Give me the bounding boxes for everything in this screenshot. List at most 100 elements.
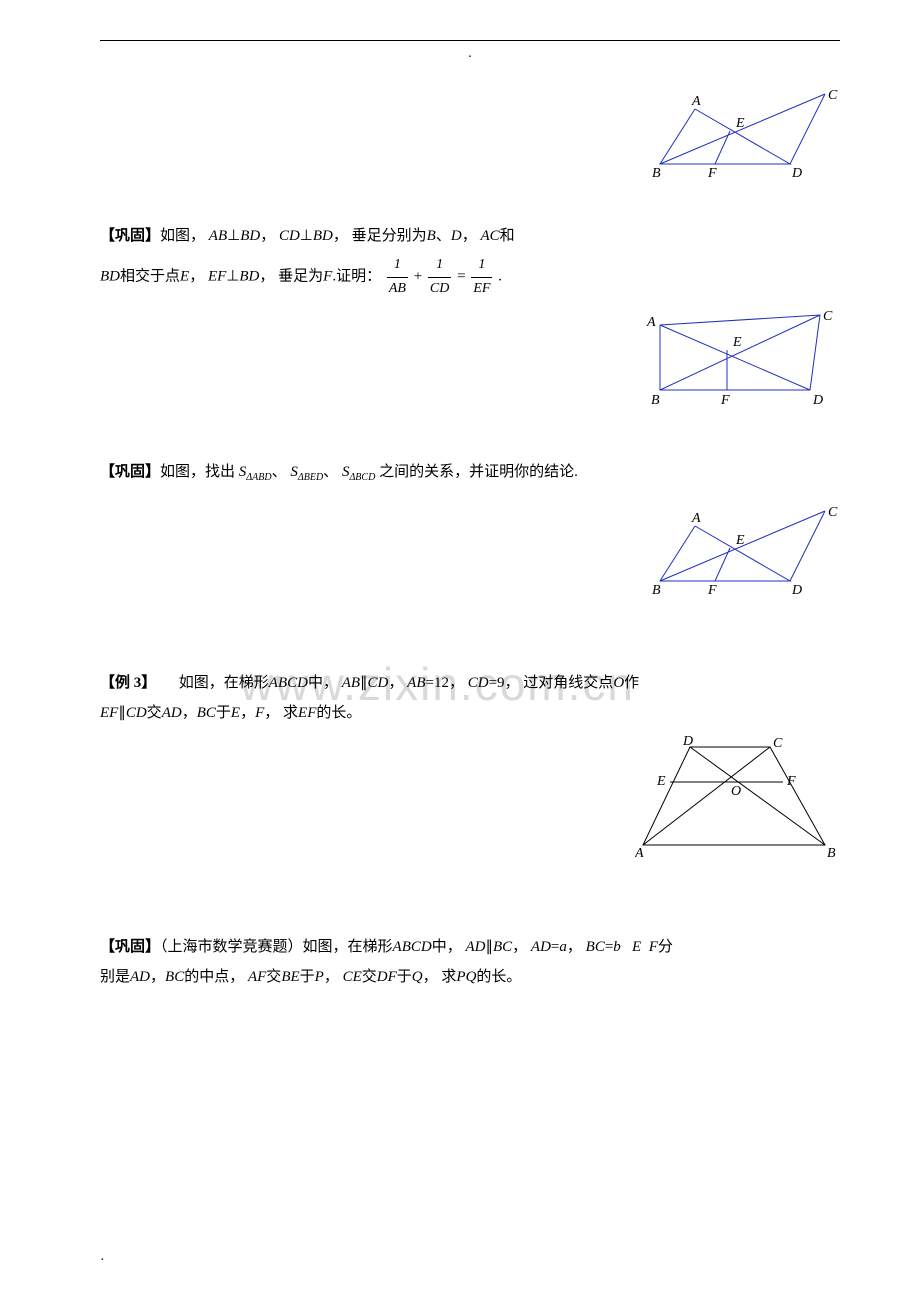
svg-text:A: A bbox=[691, 511, 701, 526]
sub-bcd: ΔBCD bbox=[349, 472, 375, 483]
comma: ， bbox=[388, 675, 403, 691]
perp: ⊥ bbox=[300, 228, 313, 244]
eq: = bbox=[457, 269, 465, 285]
var-q: Q bbox=[412, 969, 423, 985]
frac-3: 1EF bbox=[471, 254, 492, 300]
problem-4-line1: 【巩固】（上海市数学竞赛题）如图，在梯形ABCD中， AD∥BC， AD=a， … bbox=[100, 935, 840, 959]
tag-example-3: 【例 3】 bbox=[100, 675, 149, 691]
var-s: S bbox=[290, 464, 298, 480]
text: 别是 bbox=[100, 969, 130, 985]
var-pq: PQ bbox=[456, 969, 476, 985]
text: 于 bbox=[397, 969, 412, 985]
var-o: O bbox=[613, 675, 624, 691]
comma: ， bbox=[449, 675, 464, 691]
var-bc: BC bbox=[586, 939, 605, 955]
text: 如图，在梯形 bbox=[149, 675, 269, 691]
eq: = bbox=[489, 675, 497, 691]
svg-text:F: F bbox=[720, 393, 730, 408]
svg-text:C: C bbox=[828, 89, 838, 103]
var-p: P bbox=[315, 969, 324, 985]
text: 中， bbox=[308, 675, 338, 691]
svg-text:F: F bbox=[786, 774, 796, 789]
text: 过对角线交点 bbox=[523, 675, 613, 691]
val-12: 12 bbox=[434, 675, 449, 691]
svg-text:E: E bbox=[735, 116, 745, 131]
var-bc: BC bbox=[493, 939, 512, 955]
footer-marker: · bbox=[100, 1250, 105, 1272]
var-ad: AD bbox=[465, 939, 485, 955]
var-be: BE bbox=[281, 969, 299, 985]
figure-3: A B C D E F bbox=[650, 506, 840, 601]
var-ad: AD bbox=[130, 969, 150, 985]
var-e: E bbox=[632, 939, 641, 955]
val-9: 9 bbox=[497, 675, 505, 691]
comma: ， bbox=[512, 939, 527, 955]
figure-3-container: A B C D E F bbox=[100, 506, 840, 601]
svg-text:A: A bbox=[635, 846, 644, 861]
var-bd: BD bbox=[240, 228, 260, 244]
problem-1-line2: BD相交于点E， EF⊥BD， 垂足为F.证明： 1AB + 1CD = 1EF… bbox=[100, 254, 840, 300]
text: 的中点， bbox=[184, 969, 244, 985]
var-cd: CD bbox=[279, 228, 300, 244]
var-af: AF bbox=[248, 969, 266, 985]
var-ad: AD bbox=[162, 705, 182, 721]
var-bd: BD bbox=[239, 269, 259, 285]
text: 求 bbox=[283, 705, 298, 721]
var-cd: CD bbox=[126, 705, 147, 721]
par: ∥ bbox=[360, 675, 368, 691]
var-bd: BD bbox=[100, 269, 120, 285]
comma: ， bbox=[240, 705, 255, 721]
comma: ， bbox=[462, 228, 477, 244]
tag-gonggu-3: 【巩固】 bbox=[100, 939, 160, 955]
var-ef: EF bbox=[298, 705, 316, 721]
var-ab: AB bbox=[407, 675, 425, 691]
var-ef: EF bbox=[208, 269, 226, 285]
svg-text:O: O bbox=[731, 784, 741, 799]
text: 相交于点 bbox=[120, 269, 180, 285]
text: 作 bbox=[624, 675, 639, 691]
text: 的长。 bbox=[316, 705, 361, 721]
period: . bbox=[498, 269, 502, 285]
text: 交 bbox=[266, 969, 281, 985]
dot: 、 bbox=[323, 464, 338, 480]
plus: + bbox=[414, 269, 422, 285]
var-ce: CE bbox=[343, 969, 362, 985]
comma: ， bbox=[423, 969, 438, 985]
var-a: a bbox=[559, 939, 567, 955]
svg-text:D: D bbox=[812, 393, 823, 408]
problem-4-line2: 别是AD，BC的中点， AF交BE于P， CE交DF于Q， 求PQ的长。 bbox=[100, 965, 840, 989]
header-marker: · bbox=[100, 47, 840, 69]
var-d: D bbox=[451, 228, 462, 244]
source: （上海市数学竞赛题） bbox=[160, 939, 303, 955]
figure-1: A B C D E F bbox=[650, 89, 840, 184]
svg-text:B: B bbox=[827, 846, 836, 861]
var-b: B bbox=[427, 228, 436, 244]
text: 如图，在梯形 bbox=[303, 939, 393, 955]
var-f: F bbox=[255, 705, 264, 721]
var-abcd: ABCD bbox=[393, 939, 432, 955]
problem-3: 【例 3】 如图，在梯形ABCD中， AB∥CD， AB=12， CD=9， 过… bbox=[100, 671, 840, 725]
sub-abd: ΔABD bbox=[246, 472, 271, 483]
text: 中， bbox=[432, 939, 462, 955]
var-ab: AB bbox=[209, 228, 227, 244]
text: 垂足分别为 bbox=[352, 228, 427, 244]
comma: ， bbox=[324, 969, 339, 985]
var-e: E bbox=[231, 705, 240, 721]
svg-text:E: E bbox=[656, 774, 666, 789]
text: 分 bbox=[658, 939, 673, 955]
problem-4: 【巩固】（上海市数学竞赛题）如图，在梯形ABCD中， AD∥BC， AD=a， … bbox=[100, 935, 840, 989]
svg-text:E: E bbox=[732, 335, 742, 350]
text: .证明： bbox=[332, 269, 381, 285]
svg-text:F: F bbox=[707, 166, 717, 181]
svg-text:B: B bbox=[652, 166, 661, 181]
comma: ， bbox=[333, 228, 348, 244]
problem-2-line1: 【巩固】如图，找出 SΔABD、 SΔBED、 SΔBCD 之间的关系，并证明你… bbox=[100, 460, 840, 486]
problem-1: 【巩固】如图， AB⊥BD， CD⊥BD， 垂足分别为B、D， AC和 BD相交… bbox=[100, 224, 840, 300]
text: 求 bbox=[441, 969, 456, 985]
perp: ⊥ bbox=[226, 269, 239, 285]
text: 于 bbox=[216, 705, 231, 721]
text: 如图，找出 bbox=[160, 464, 235, 480]
var-ac: AC bbox=[480, 228, 499, 244]
svg-text:F: F bbox=[707, 583, 717, 598]
var-bc: BC bbox=[165, 969, 184, 985]
